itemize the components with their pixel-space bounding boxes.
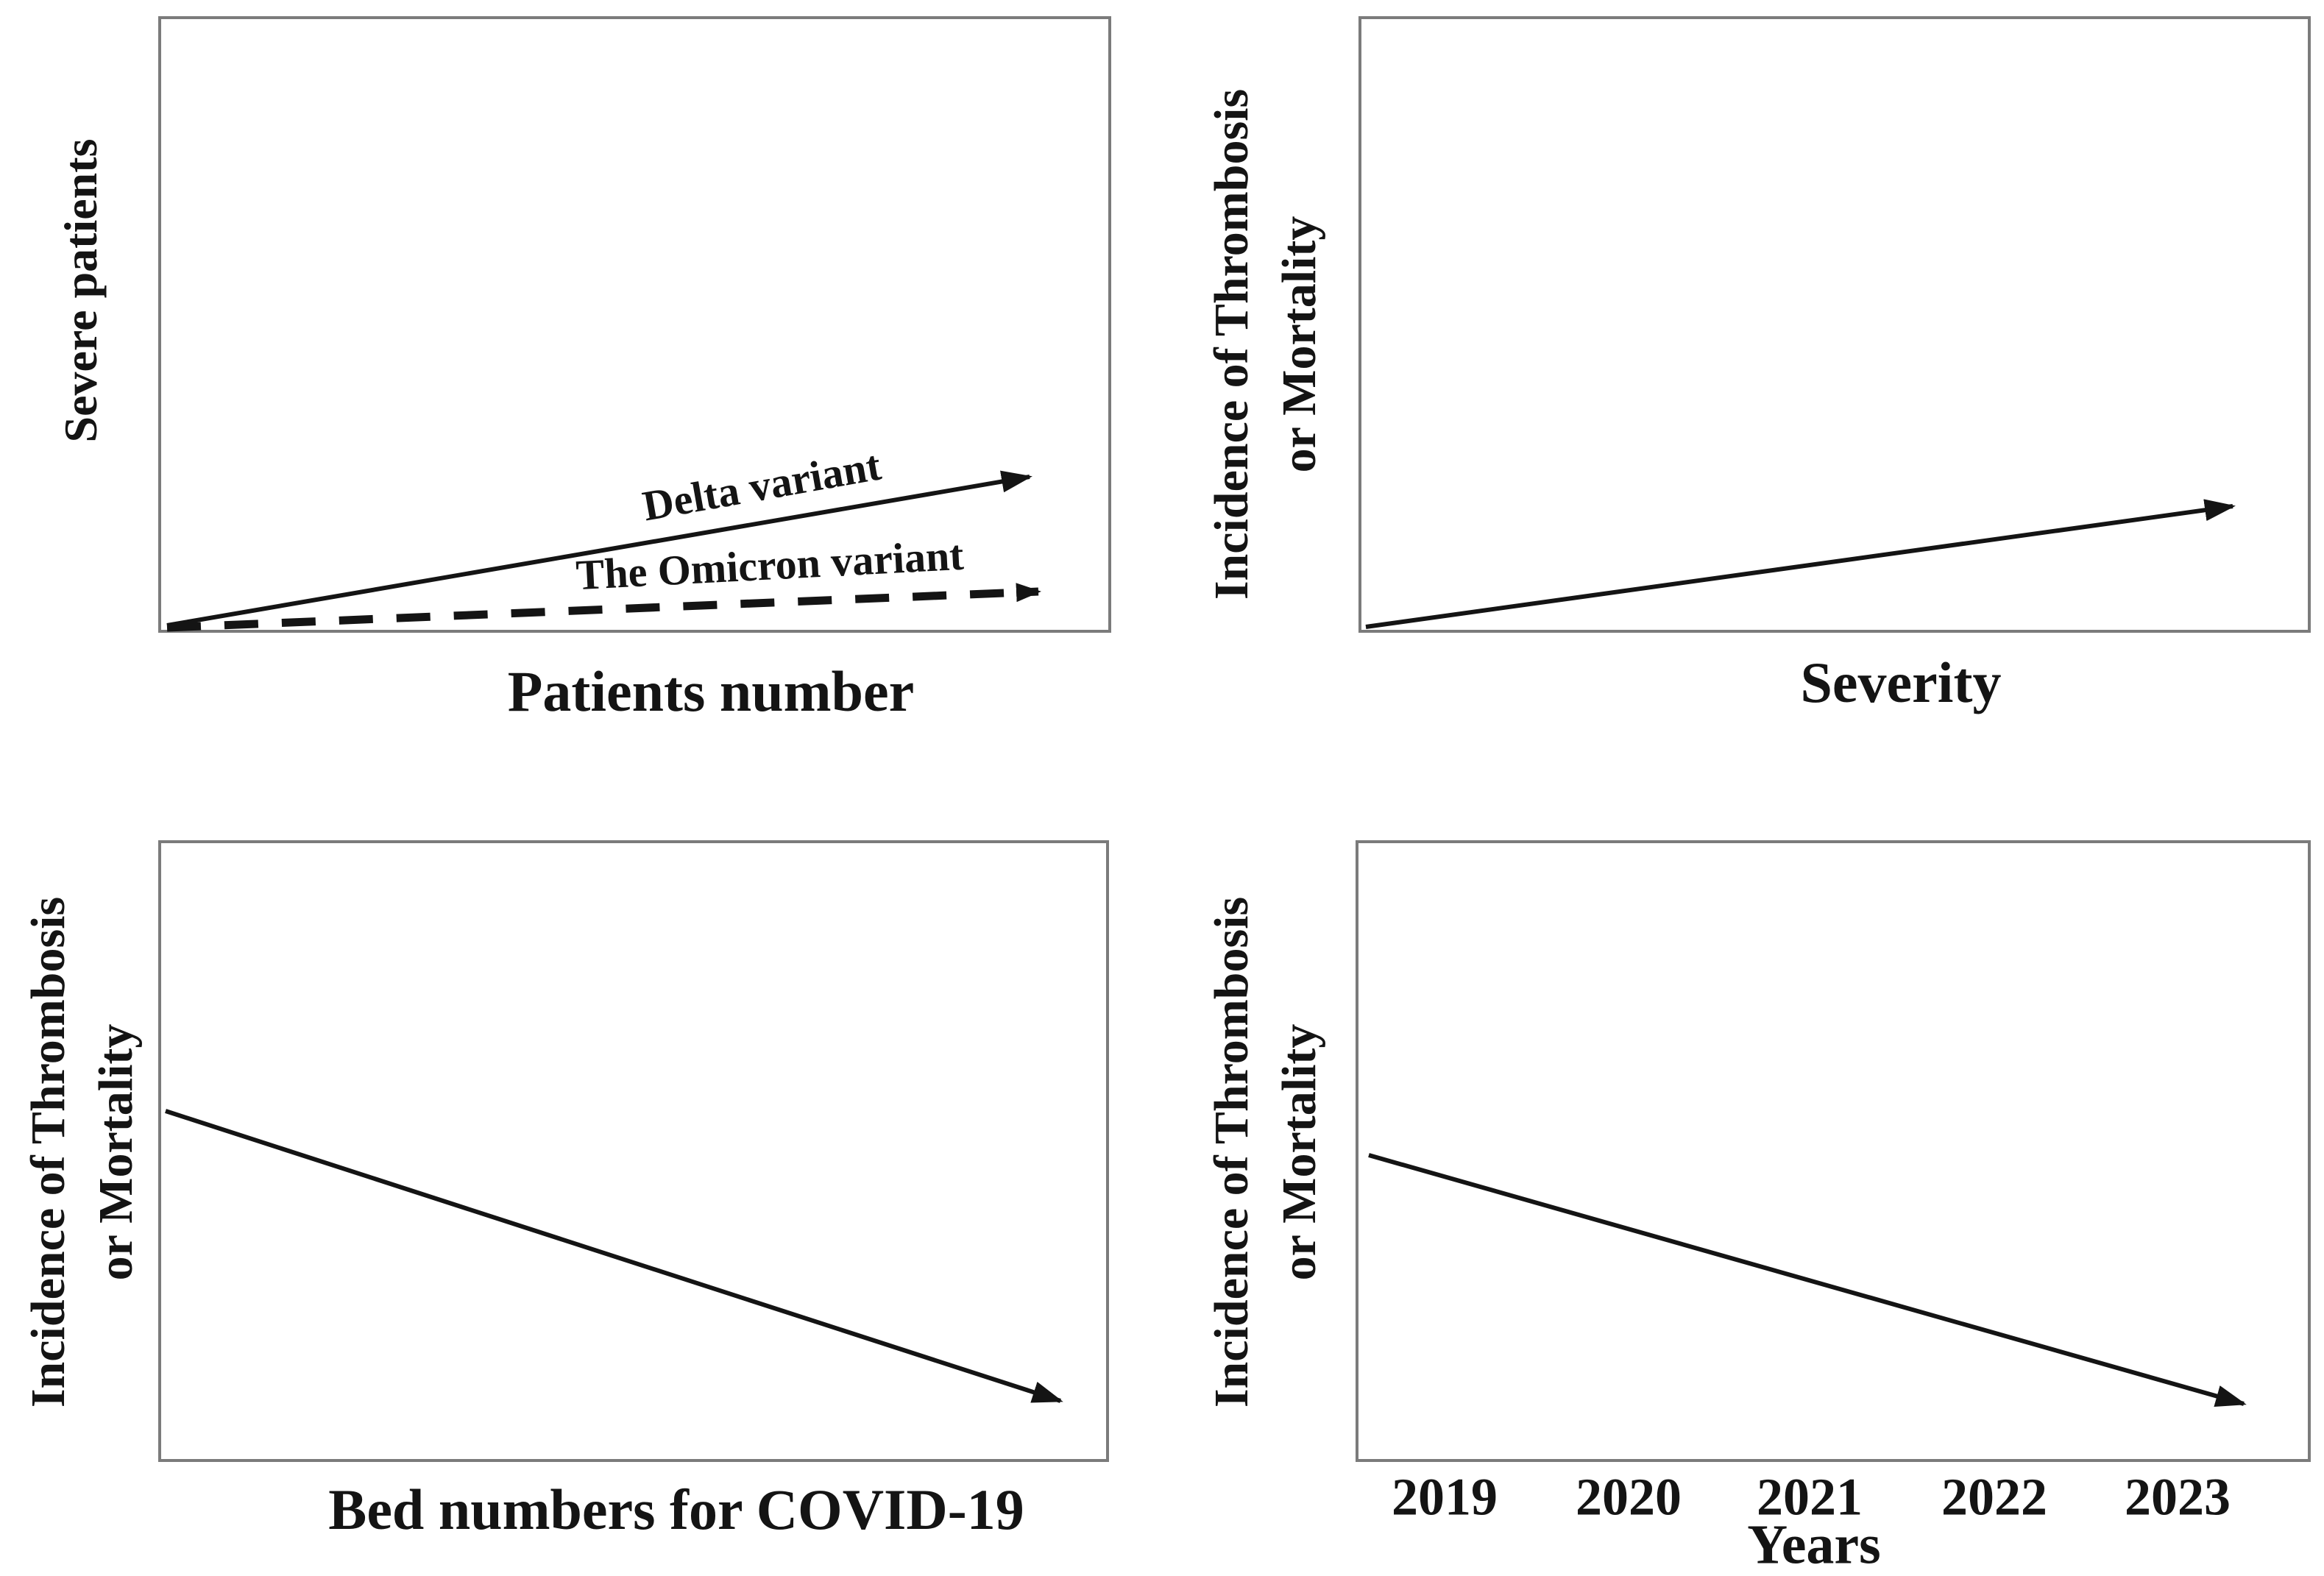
top-left-x-axis-label: Patients number	[507, 659, 915, 723]
top-right-y-axis-label-line1: Incidence of Thrombosis	[1205, 88, 1258, 600]
bottom-right-line-plot	[1368, 1153, 2247, 1408]
delta-variant-line	[166, 470, 1032, 628]
bottom-left-x-axis-label: Bed numbers for COVID-19	[328, 1477, 1024, 1541]
bottom-right-y-axis-label-line1: Incidence of Thrombosis	[1205, 896, 1258, 1408]
bottom-left-line-plot	[165, 1109, 1063, 1403]
year-tick-2022: 2022	[1941, 1467, 2047, 1527]
plot-box-bottom-left	[158, 840, 1109, 1462]
bottom-left-y-axis-label-line2: or Mortality	[89, 1023, 143, 1281]
plot-box-top-right	[1358, 16, 2311, 633]
years-incidence-line	[1368, 1153, 2247, 1408]
bottom-left-y-axis-label-line1: Incidence of Thrombosis	[21, 896, 75, 1408]
plot-box-bottom-right	[1356, 840, 2311, 1462]
top-right-x-axis-label: Severity	[1800, 650, 2002, 714]
year-tick-2021: 2021	[1757, 1467, 1863, 1527]
top-left-line-plot	[166, 470, 1041, 632]
omicron-variant-line	[166, 583, 1041, 632]
top-right-y-axis-label: Incidence of Thrombosis or Mortality	[1198, 89, 1333, 600]
bottom-right-y-axis-label-line2: or Mortality	[1272, 1023, 1326, 1281]
severity-incidence-line	[1365, 499, 2236, 629]
year-tick-2023: 2023	[2125, 1467, 2231, 1527]
bottom-right-y-axis-label: Incidence of Thrombosis or Mortality	[1198, 897, 1333, 1408]
plot-box-top-left	[158, 16, 1111, 633]
top-left-y-axis-label: Severe patients	[54, 138, 107, 443]
bottom-left-y-axis-label: Incidence of Thrombosis or Mortality	[15, 897, 150, 1408]
year-tick-2020: 2020	[1576, 1467, 1682, 1527]
top-right-line-plot	[1365, 499, 2236, 629]
top-right-y-axis-label-line2: or Mortality	[1272, 216, 1326, 473]
bottom-right-x-axis-label: Years	[1747, 1513, 1881, 1576]
bed-numbers-incidence-line	[165, 1109, 1063, 1403]
year-tick-2019: 2019	[1392, 1467, 1498, 1527]
